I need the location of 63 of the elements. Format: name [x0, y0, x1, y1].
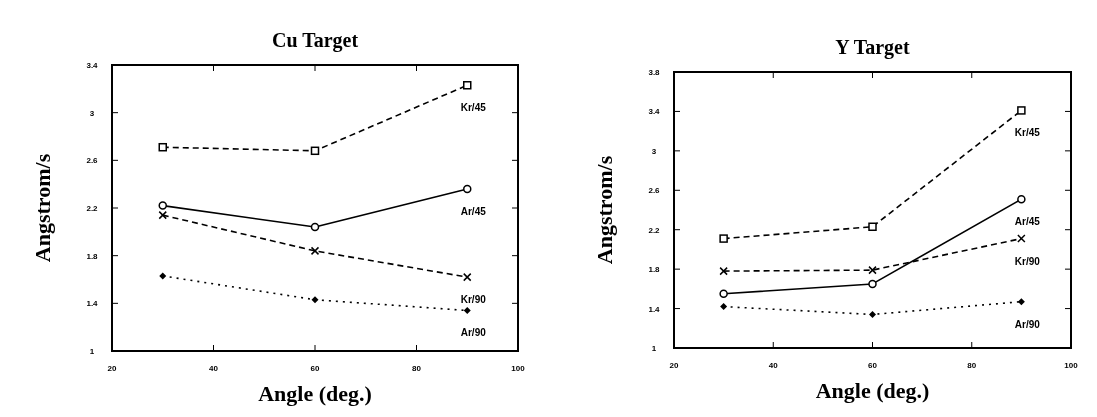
point	[158, 210, 167, 220]
chart-title: Cu Target	[271, 29, 359, 52]
point	[868, 222, 877, 232]
y-tick-label: 3.4	[648, 107, 661, 117]
point	[159, 272, 167, 280]
point	[719, 266, 728, 276]
x-tick-label: 80	[412, 364, 422, 373]
point	[1017, 106, 1026, 115]
point	[463, 81, 472, 90]
point	[158, 142, 167, 152]
y-tick-label: 2.2	[648, 225, 661, 235]
y-tick-label: 1.4	[86, 299, 99, 309]
y-tick-label: 3	[89, 108, 95, 118]
x-tick-label: 20	[669, 361, 679, 370]
x-tick-label: 20	[107, 364, 117, 373]
y-axis-title: Angstrom/s	[592, 155, 617, 265]
y-tick-label: 1.8	[648, 265, 661, 275]
y-tick-label: 1.8	[86, 251, 99, 261]
y-tick-label: 3.4	[86, 61, 99, 70]
series-label: Ar/45	[460, 205, 487, 217]
point	[1017, 234, 1026, 243]
chart-title: Y Target	[835, 36, 910, 59]
series-label: Ar/90	[1014, 318, 1041, 330]
point	[310, 222, 320, 232]
series-label: Kr/90	[1014, 255, 1041, 267]
point	[463, 184, 472, 194]
y-tick-label: 2.2	[86, 204, 99, 213]
series-label: Ar/45	[1014, 216, 1041, 228]
x-axis-title: Angle (deg.)	[815, 378, 930, 403]
y-tick-label: 3	[651, 146, 657, 156]
point	[463, 306, 471, 314]
point	[869, 310, 876, 318]
point	[719, 234, 728, 243]
y-tick-label: 2.6	[86, 156, 99, 166]
y-axis-title: Angstrom/s	[30, 153, 55, 263]
point	[868, 265, 877, 275]
point	[311, 296, 319, 304]
point	[868, 279, 877, 289]
y-tick-label: 2.6	[648, 186, 661, 196]
series-label: Kr/90	[460, 294, 487, 306]
y-tick-label: 1	[651, 344, 657, 353]
x-tick-label: 80	[967, 361, 977, 370]
x-tick-label: 40	[768, 361, 779, 370]
series-label: Kr/45	[1014, 127, 1041, 139]
series-label: Ar/90	[460, 327, 487, 339]
point	[158, 201, 167, 210]
point	[719, 289, 728, 299]
point	[720, 303, 728, 311]
y-tick-label: 1.4	[648, 304, 661, 314]
series-label: Kr/45	[460, 102, 487, 114]
y-tick-label: 1	[89, 347, 95, 356]
x-tick-label: 60	[868, 361, 878, 370]
point	[1017, 298, 1025, 306]
point	[310, 146, 320, 156]
x-axis-title: Angle (deg.)	[258, 381, 372, 406]
point	[1017, 194, 1026, 204]
point	[463, 272, 472, 282]
x-tick-label: 40	[209, 364, 219, 373]
y-tick-label: 3.8	[648, 68, 661, 77]
x-tick-label: 100	[511, 364, 526, 373]
x-tick-label: 100	[1064, 361, 1079, 370]
x-tick-label: 60	[310, 364, 320, 373]
point	[310, 246, 320, 256]
